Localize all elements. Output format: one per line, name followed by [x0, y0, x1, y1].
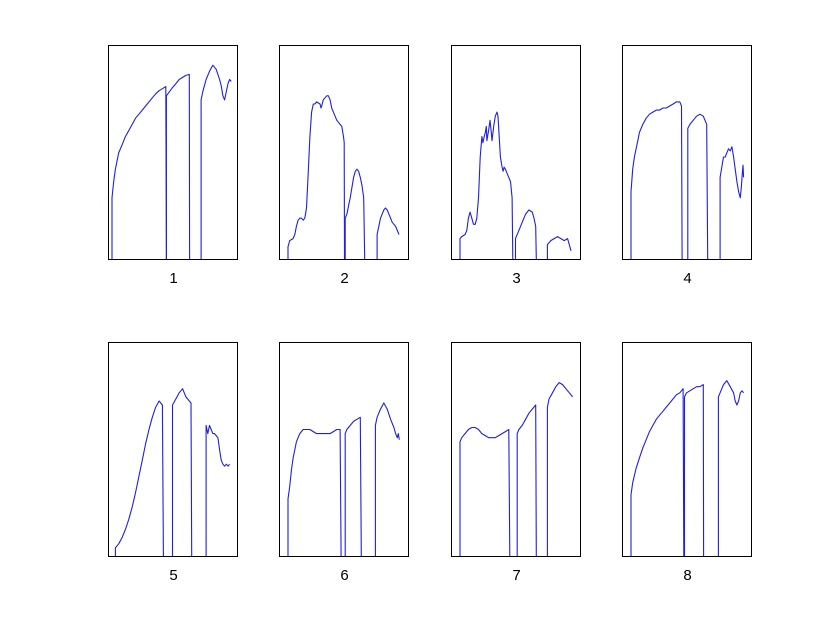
chart-panel-2: 2: [279, 45, 409, 287]
panel-7-series-segment-3: [546, 382, 574, 556]
panel-label-7: 7: [512, 567, 520, 584]
panel-8-series-segment-3: [717, 380, 745, 556]
panel-7-series-segment-1: [459, 426, 511, 557]
panel-7-series-segment-2: [516, 404, 537, 557]
panel-frame-6: [279, 342, 409, 557]
chart-panel-7: 7: [451, 342, 581, 584]
chart-panel-5: 5: [108, 342, 238, 584]
panel-2-series-segment-2: [344, 168, 366, 260]
panel-4-series-segment-3: [719, 146, 745, 259]
panel-grid: 1 2 3 4 5 6 7 8: [108, 45, 752, 584]
panel-label-8: 8: [683, 567, 691, 584]
panel-label-2: 2: [340, 270, 348, 287]
chart-panel-6: 6: [279, 342, 409, 584]
chart-panel-8: 8: [622, 342, 752, 584]
panel-label-4: 4: [683, 270, 691, 287]
panel-1-series-segment-2: [165, 73, 191, 260]
panel-2-series-segment-1: [287, 95, 346, 260]
panel-3-series-segment-3: [546, 236, 572, 259]
chart-panel-4: 4: [622, 45, 752, 287]
panel-5-series-segment-2: [171, 388, 193, 557]
panel-label-6: 6: [340, 567, 348, 584]
panel-4-series-segment-2: [687, 113, 709, 260]
panel-6-series-segment-1: [287, 428, 342, 557]
panel-frame-1: [108, 45, 238, 260]
panel-label-1: 1: [169, 270, 177, 287]
panel-3-series-segment-2: [514, 209, 537, 260]
panel-1-series-segment-1: [111, 86, 167, 260]
panel-label-3: 3: [512, 270, 520, 287]
panel-frame-8: [622, 342, 752, 557]
panel-frame-3: [451, 45, 581, 260]
panel-8-series-segment-1: [630, 388, 685, 557]
panel-1-series-segment-3: [200, 64, 232, 259]
panel-frame-4: [622, 45, 752, 260]
panel-frame-7: [451, 342, 581, 557]
panel-8-series-segment-2: [683, 384, 705, 557]
panel-5-series-segment-3: [205, 424, 231, 556]
panel-5-series-segment-1: [114, 400, 164, 557]
panel-2-series-segment-3: [376, 207, 400, 259]
panel-4-series-segment-1: [630, 101, 683, 260]
panel-6-series-segment-3: [374, 402, 400, 556]
panel-6-series-segment-2: [344, 416, 362, 557]
chart-panel-1: 1: [108, 45, 238, 287]
panel-label-5: 5: [169, 567, 177, 584]
chart-panel-3: 3: [451, 45, 581, 287]
panel-3-series-segment-1: [459, 111, 514, 260]
